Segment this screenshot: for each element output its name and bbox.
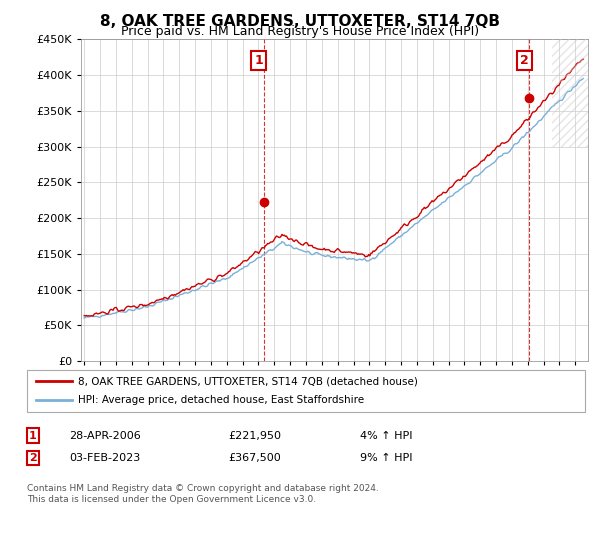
Text: 4% ↑ HPI: 4% ↑ HPI xyxy=(360,431,413,441)
Text: 2: 2 xyxy=(520,54,529,67)
Text: 03-FEB-2023: 03-FEB-2023 xyxy=(69,453,140,463)
Text: 8, OAK TREE GARDENS, UTTOXETER, ST14 7QB (detached house): 8, OAK TREE GARDENS, UTTOXETER, ST14 7QB… xyxy=(78,376,418,386)
Text: 1: 1 xyxy=(29,431,37,441)
Text: 9% ↑ HPI: 9% ↑ HPI xyxy=(360,453,413,463)
Text: Price paid vs. HM Land Registry's House Price Index (HPI): Price paid vs. HM Land Registry's House … xyxy=(121,25,479,38)
Text: Contains HM Land Registry data © Crown copyright and database right 2024.
This d: Contains HM Land Registry data © Crown c… xyxy=(27,484,379,504)
Text: HPI: Average price, detached house, East Staffordshire: HPI: Average price, detached house, East… xyxy=(78,395,364,405)
Text: £221,950: £221,950 xyxy=(228,431,281,441)
Bar xyxy=(551,39,588,147)
Text: 28-APR-2006: 28-APR-2006 xyxy=(69,431,141,441)
Text: 8, OAK TREE GARDENS, UTTOXETER, ST14 7QB: 8, OAK TREE GARDENS, UTTOXETER, ST14 7QB xyxy=(100,14,500,29)
Text: 1: 1 xyxy=(254,54,263,67)
Text: 2: 2 xyxy=(29,453,37,463)
Text: £367,500: £367,500 xyxy=(228,453,281,463)
